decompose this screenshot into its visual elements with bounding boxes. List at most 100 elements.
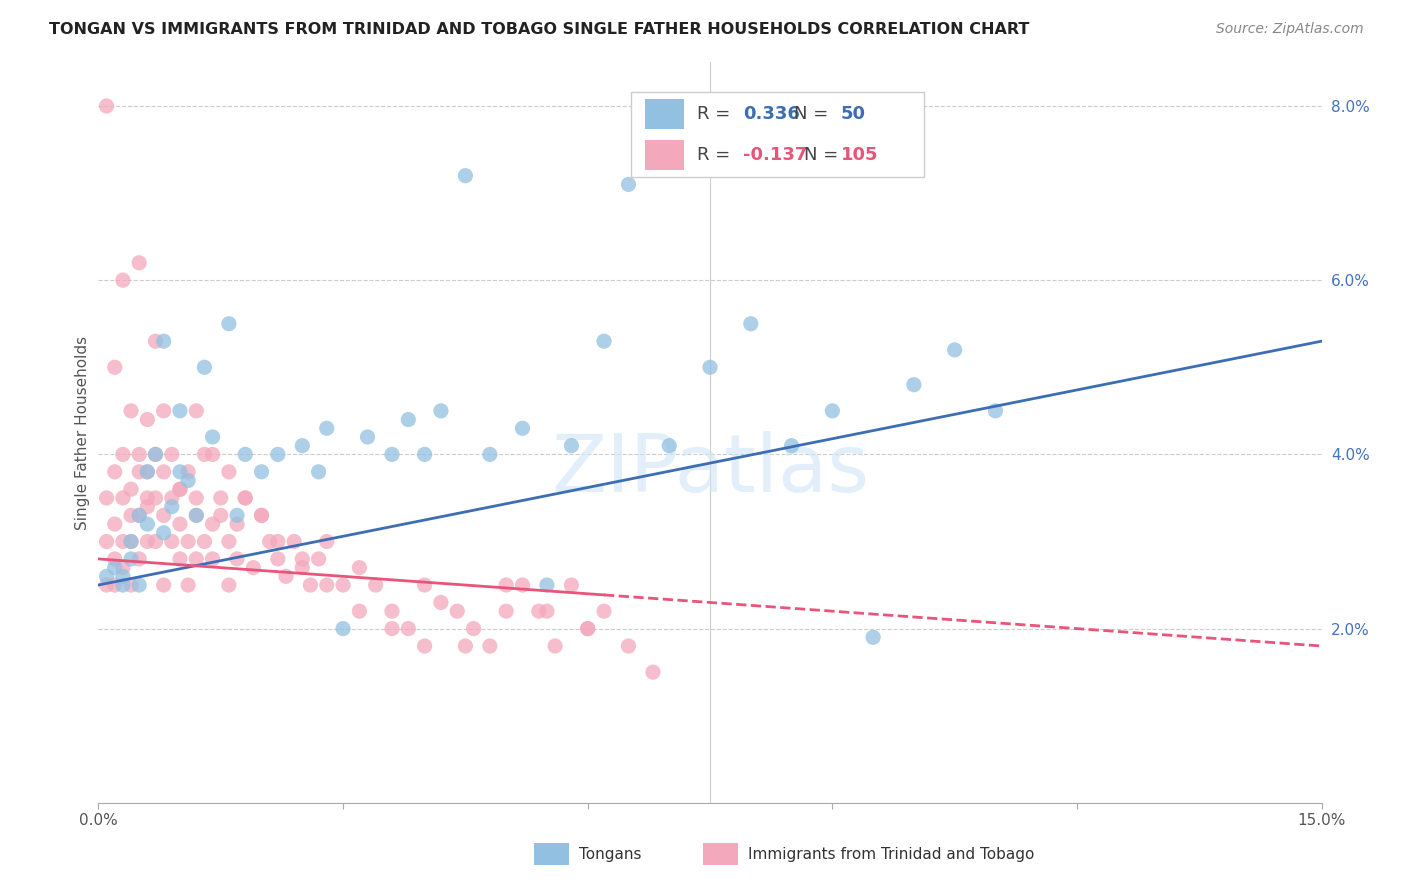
Point bbox=[495, 578, 517, 592]
Point bbox=[381, 604, 404, 618]
Text: Tongans: Tongans bbox=[579, 847, 641, 862]
Point bbox=[291, 439, 314, 453]
Text: Source: ZipAtlas.com: Source: ZipAtlas.com bbox=[1216, 22, 1364, 37]
Point bbox=[136, 465, 159, 479]
Point bbox=[111, 273, 134, 287]
Point bbox=[169, 482, 191, 496]
Point bbox=[413, 639, 436, 653]
Point bbox=[104, 578, 127, 592]
Point bbox=[641, 665, 664, 680]
Bar bbox=[645, 99, 685, 129]
Point bbox=[315, 578, 337, 592]
Point bbox=[267, 534, 290, 549]
Point bbox=[169, 482, 191, 496]
Point bbox=[308, 465, 330, 479]
Point bbox=[396, 412, 419, 426]
Point bbox=[242, 560, 264, 574]
Point bbox=[576, 622, 599, 636]
Point bbox=[209, 508, 232, 523]
Point bbox=[186, 508, 208, 523]
Point bbox=[454, 169, 477, 183]
Point bbox=[512, 421, 534, 435]
Point bbox=[250, 465, 273, 479]
Point bbox=[364, 578, 387, 592]
FancyBboxPatch shape bbox=[630, 92, 924, 178]
Point bbox=[821, 404, 844, 418]
Point bbox=[136, 517, 159, 532]
Text: 0.336: 0.336 bbox=[742, 105, 800, 123]
Point bbox=[862, 630, 884, 644]
Point bbox=[413, 447, 436, 461]
Text: N =: N = bbox=[794, 105, 834, 123]
Point bbox=[332, 622, 354, 636]
Point bbox=[120, 578, 142, 592]
Point bbox=[740, 317, 762, 331]
Point bbox=[267, 447, 290, 461]
Point bbox=[560, 439, 582, 453]
Point bbox=[593, 334, 616, 348]
Point bbox=[152, 465, 174, 479]
Point bbox=[233, 447, 256, 461]
Point bbox=[128, 508, 150, 523]
Point bbox=[160, 534, 183, 549]
Text: R =: R = bbox=[696, 105, 735, 123]
Point bbox=[233, 491, 256, 505]
Point bbox=[152, 525, 174, 540]
Point bbox=[430, 595, 453, 609]
Y-axis label: Single Father Households: Single Father Households bbox=[75, 335, 90, 530]
Point bbox=[299, 578, 322, 592]
Point bbox=[128, 447, 150, 461]
Point bbox=[120, 482, 142, 496]
Point bbox=[169, 552, 191, 566]
Point bbox=[308, 552, 330, 566]
Point bbox=[120, 552, 142, 566]
Point bbox=[984, 404, 1007, 418]
Point bbox=[104, 560, 127, 574]
Point bbox=[136, 465, 159, 479]
Point bbox=[136, 534, 159, 549]
Text: N =: N = bbox=[804, 146, 844, 164]
Point bbox=[96, 578, 118, 592]
Point bbox=[145, 334, 167, 348]
Point bbox=[463, 622, 485, 636]
Point bbox=[186, 552, 208, 566]
Text: Immigrants from Trinidad and Tobago: Immigrants from Trinidad and Tobago bbox=[748, 847, 1035, 862]
Point bbox=[536, 604, 558, 618]
Point bbox=[111, 578, 134, 592]
Point bbox=[430, 404, 453, 418]
Point bbox=[186, 508, 208, 523]
Point bbox=[177, 578, 200, 592]
Point bbox=[128, 552, 150, 566]
Text: -0.137: -0.137 bbox=[742, 146, 807, 164]
Point bbox=[218, 317, 240, 331]
Point bbox=[527, 604, 550, 618]
Point bbox=[658, 439, 681, 453]
Point bbox=[274, 569, 297, 583]
Text: 50: 50 bbox=[841, 105, 866, 123]
Point bbox=[186, 491, 208, 505]
Point bbox=[332, 578, 354, 592]
Point bbox=[111, 569, 134, 583]
Point bbox=[259, 534, 281, 549]
Point bbox=[96, 99, 118, 113]
Point bbox=[478, 447, 501, 461]
Point bbox=[536, 578, 558, 592]
Point bbox=[349, 604, 371, 618]
Point bbox=[396, 622, 419, 636]
Point bbox=[356, 430, 378, 444]
Point bbox=[96, 569, 118, 583]
Point bbox=[495, 604, 517, 618]
Point bbox=[201, 552, 224, 566]
Point bbox=[381, 447, 404, 461]
Text: ZIPatlas: ZIPatlas bbox=[551, 431, 869, 508]
Point bbox=[413, 578, 436, 592]
Text: TONGAN VS IMMIGRANTS FROM TRINIDAD AND TOBAGO SINGLE FATHER HOUSEHOLDS CORRELATI: TONGAN VS IMMIGRANTS FROM TRINIDAD AND T… bbox=[49, 22, 1029, 37]
Point bbox=[177, 465, 200, 479]
Point bbox=[560, 578, 582, 592]
Point bbox=[177, 474, 200, 488]
Point bbox=[120, 534, 142, 549]
Point bbox=[233, 491, 256, 505]
Point bbox=[169, 517, 191, 532]
Point bbox=[593, 604, 616, 618]
Point bbox=[943, 343, 966, 357]
